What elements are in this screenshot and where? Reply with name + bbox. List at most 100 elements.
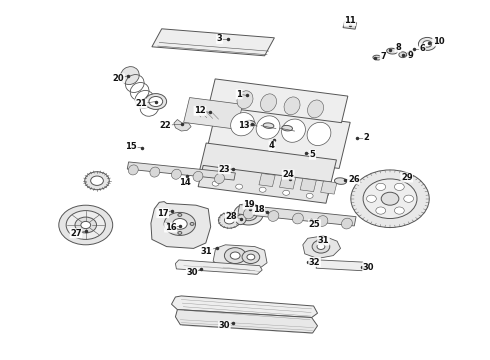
Circle shape <box>66 211 105 239</box>
Circle shape <box>219 212 240 228</box>
Text: 6: 6 <box>419 44 425 53</box>
Circle shape <box>240 208 257 221</box>
Circle shape <box>351 170 429 228</box>
Polygon shape <box>259 174 275 186</box>
Polygon shape <box>206 105 350 168</box>
Text: 28: 28 <box>225 212 237 221</box>
Text: 2: 2 <box>364 133 369 142</box>
Circle shape <box>164 212 196 235</box>
Circle shape <box>394 183 404 190</box>
Circle shape <box>394 207 404 214</box>
Ellipse shape <box>121 67 139 85</box>
Ellipse shape <box>128 165 138 175</box>
Circle shape <box>85 172 109 190</box>
Ellipse shape <box>387 48 397 54</box>
Circle shape <box>166 222 170 225</box>
Text: 30: 30 <box>363 263 374 271</box>
Text: 26: 26 <box>348 175 360 184</box>
Polygon shape <box>209 79 348 123</box>
Circle shape <box>91 176 103 185</box>
Circle shape <box>408 51 414 55</box>
Polygon shape <box>198 165 331 203</box>
Text: 31: 31 <box>318 236 329 245</box>
Polygon shape <box>213 245 267 268</box>
Circle shape <box>312 240 330 253</box>
Polygon shape <box>172 296 318 318</box>
Ellipse shape <box>307 122 331 145</box>
Circle shape <box>404 195 414 202</box>
Circle shape <box>381 192 399 205</box>
Circle shape <box>145 94 167 109</box>
Text: 4: 4 <box>269 141 275 150</box>
Ellipse shape <box>193 171 203 181</box>
Circle shape <box>178 213 182 216</box>
Ellipse shape <box>150 167 160 177</box>
Ellipse shape <box>261 94 276 112</box>
Text: 7: 7 <box>380 52 386 61</box>
Polygon shape <box>184 98 243 129</box>
Text: 32: 32 <box>309 258 320 266</box>
Circle shape <box>399 52 407 58</box>
Ellipse shape <box>342 218 352 229</box>
Ellipse shape <box>373 55 382 60</box>
Circle shape <box>230 252 240 259</box>
Ellipse shape <box>245 120 255 126</box>
Circle shape <box>259 187 266 192</box>
Text: 30: 30 <box>219 321 230 330</box>
Circle shape <box>245 211 252 217</box>
Text: 24: 24 <box>282 170 294 179</box>
Text: 12: 12 <box>194 107 206 115</box>
Circle shape <box>363 179 417 219</box>
Text: 20: 20 <box>113 74 124 83</box>
Polygon shape <box>316 260 367 271</box>
Circle shape <box>423 41 432 47</box>
Text: 22: 22 <box>160 121 172 130</box>
Circle shape <box>247 254 255 260</box>
Ellipse shape <box>268 211 279 221</box>
Text: 8: 8 <box>395 43 401 52</box>
Circle shape <box>224 248 246 264</box>
Text: 1: 1 <box>236 90 242 99</box>
Text: 15: 15 <box>125 143 137 152</box>
Circle shape <box>283 190 290 195</box>
Text: 29: 29 <box>401 173 413 182</box>
Text: 27: 27 <box>70 229 82 238</box>
Polygon shape <box>197 143 337 195</box>
Ellipse shape <box>172 169 181 179</box>
Circle shape <box>81 221 91 229</box>
Polygon shape <box>127 162 235 180</box>
Circle shape <box>59 205 113 245</box>
Text: 5: 5 <box>310 150 316 159</box>
Ellipse shape <box>293 213 303 224</box>
Polygon shape <box>279 176 296 189</box>
Circle shape <box>317 244 325 249</box>
Circle shape <box>75 217 97 233</box>
Text: 19: 19 <box>243 200 255 209</box>
Ellipse shape <box>308 100 323 118</box>
Circle shape <box>367 195 376 202</box>
Circle shape <box>190 222 194 225</box>
Text: 18: 18 <box>253 205 265 214</box>
Circle shape <box>376 207 386 214</box>
Text: 13: 13 <box>238 121 250 130</box>
Ellipse shape <box>282 125 293 131</box>
Ellipse shape <box>215 174 224 184</box>
Text: 25: 25 <box>309 220 320 229</box>
Polygon shape <box>320 181 337 194</box>
Polygon shape <box>303 236 341 258</box>
Circle shape <box>242 251 260 264</box>
Text: 30: 30 <box>186 269 198 277</box>
Ellipse shape <box>284 97 300 115</box>
Ellipse shape <box>263 123 274 129</box>
Circle shape <box>418 37 436 50</box>
Circle shape <box>212 181 219 186</box>
Ellipse shape <box>244 208 254 219</box>
Text: 23: 23 <box>219 165 230 174</box>
Ellipse shape <box>237 91 253 109</box>
Polygon shape <box>151 202 211 248</box>
Circle shape <box>306 193 313 198</box>
Text: 21: 21 <box>135 99 147 108</box>
Text: 16: 16 <box>165 223 176 232</box>
Text: 14: 14 <box>179 178 191 187</box>
Ellipse shape <box>282 119 305 142</box>
